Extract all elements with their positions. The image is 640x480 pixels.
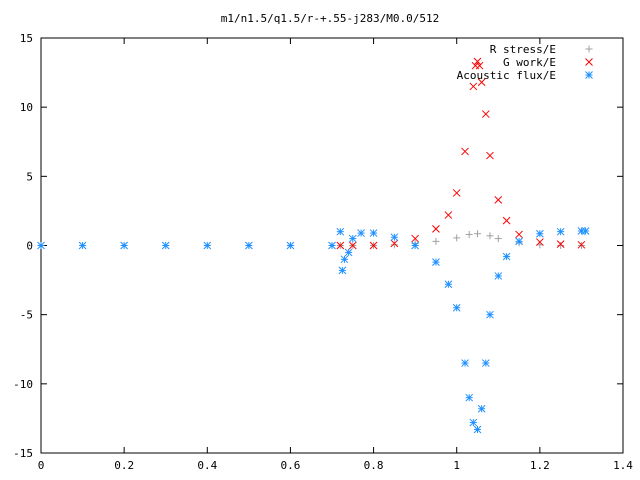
data-point bbox=[452, 189, 461, 197]
data-point bbox=[444, 280, 453, 289]
data-point bbox=[465, 230, 473, 238]
data-point bbox=[536, 238, 544, 246]
chart-title: m1/n1.5/q1.5/r-+.55-j283/M0.0/512 bbox=[221, 12, 440, 25]
x-tick-label: 0.2 bbox=[114, 459, 134, 472]
data-point bbox=[556, 227, 565, 236]
data-point bbox=[577, 240, 586, 249]
y-tick-label: -5 bbox=[20, 309, 33, 322]
data-point bbox=[432, 225, 440, 233]
data-point bbox=[336, 227, 345, 236]
data-point bbox=[161, 241, 170, 250]
data-point bbox=[452, 303, 461, 312]
data-point bbox=[515, 237, 523, 246]
x-tick-label: 0.6 bbox=[280, 459, 300, 472]
data-marks bbox=[37, 57, 590, 434]
data-point bbox=[477, 404, 486, 413]
data-point bbox=[494, 272, 503, 280]
data-point bbox=[536, 229, 544, 238]
data-point bbox=[473, 57, 482, 66]
data-point bbox=[369, 229, 378, 237]
data-point bbox=[469, 82, 478, 91]
data-point bbox=[515, 230, 523, 239]
data-point bbox=[465, 393, 474, 402]
data-point bbox=[348, 241, 357, 250]
data-point bbox=[502, 216, 511, 225]
x-tick-label: 0.8 bbox=[364, 459, 384, 472]
data-point bbox=[481, 359, 490, 367]
data-point bbox=[486, 151, 494, 160]
data-point bbox=[78, 241, 87, 250]
data-point bbox=[469, 418, 478, 427]
data-point bbox=[461, 359, 469, 367]
series-1 bbox=[336, 57, 586, 250]
legend-marker bbox=[585, 58, 593, 66]
data-point bbox=[338, 266, 347, 275]
x-tick-label: 1.2 bbox=[530, 459, 550, 472]
data-point bbox=[477, 78, 486, 87]
legend-marker bbox=[585, 45, 593, 53]
y-tick-label: 0 bbox=[26, 240, 33, 253]
data-point bbox=[453, 234, 461, 242]
data-point bbox=[556, 240, 565, 248]
data-point bbox=[344, 248, 353, 257]
data-point bbox=[486, 310, 494, 319]
data-point bbox=[340, 255, 349, 264]
data-point bbox=[432, 237, 440, 245]
y-tick-label: -10 bbox=[13, 378, 33, 391]
data-point bbox=[502, 252, 511, 261]
data-point bbox=[481, 110, 490, 118]
legend-label: G work/E bbox=[503, 56, 556, 69]
data-point bbox=[494, 235, 502, 243]
x-tick-label: 1 bbox=[453, 459, 460, 472]
x-tick-label: 1.4 bbox=[613, 459, 633, 472]
data-point bbox=[357, 229, 365, 237]
legend-label: Acoustic flux/E bbox=[457, 69, 556, 82]
data-point bbox=[390, 239, 399, 248]
data-point bbox=[474, 230, 481, 238]
x-tick-label: 0.4 bbox=[197, 459, 217, 472]
y-tick-label: -15 bbox=[13, 447, 33, 460]
data-point bbox=[557, 242, 565, 249]
data-point bbox=[203, 241, 212, 250]
data-point bbox=[369, 241, 378, 250]
data-point bbox=[390, 241, 398, 249]
y-tick-label: 5 bbox=[26, 170, 33, 183]
y-tick-label: 15 bbox=[20, 32, 33, 45]
data-point bbox=[245, 241, 253, 250]
data-point bbox=[486, 232, 494, 240]
x-tick-label: 0 bbox=[38, 459, 45, 472]
data-point bbox=[286, 241, 295, 250]
y-tick-label: 10 bbox=[20, 101, 33, 114]
axis-ticks: 0 0.2 0.4 0.6 0.8 1 1.2 1.4 15 10 5 0 -5 -10 -15 bbox=[13, 32, 633, 472]
data-point bbox=[475, 61, 484, 70]
data-point bbox=[348, 234, 357, 243]
data-point bbox=[432, 258, 440, 266]
data-point bbox=[473, 425, 482, 434]
data-point bbox=[120, 241, 128, 250]
data-point bbox=[581, 227, 590, 235]
data-point bbox=[328, 241, 336, 250]
data-point bbox=[494, 195, 503, 204]
data-point bbox=[390, 233, 399, 242]
series-2 bbox=[37, 227, 590, 434]
legend-marker bbox=[585, 71, 593, 79]
data-point bbox=[444, 211, 453, 219]
data-point bbox=[411, 241, 419, 250]
data-point bbox=[461, 147, 469, 156]
data-point bbox=[336, 241, 345, 250]
legend-label: R stress/E bbox=[490, 43, 556, 56]
data-point bbox=[37, 241, 45, 250]
data-point bbox=[411, 234, 419, 243]
